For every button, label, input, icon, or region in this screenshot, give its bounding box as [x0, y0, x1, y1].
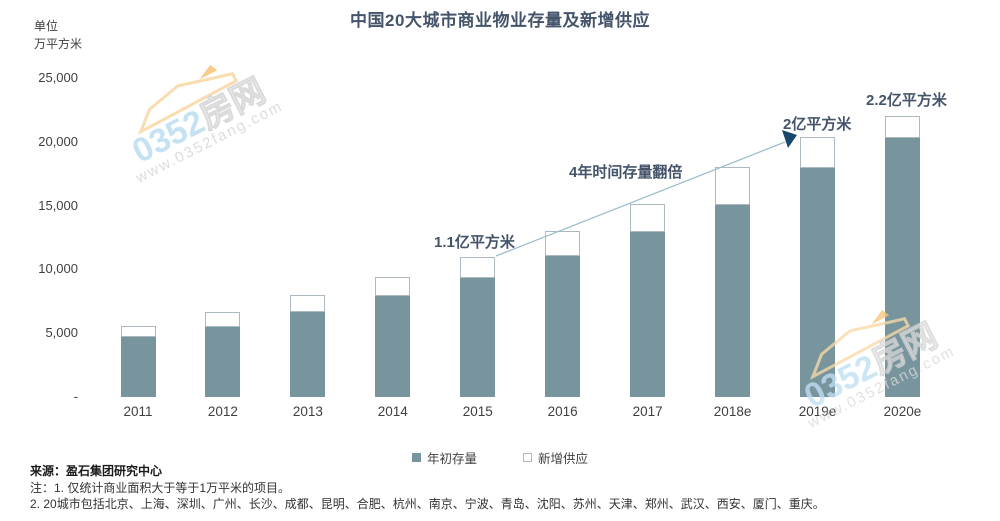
bar-stock-2014 [375, 294, 411, 397]
annotation-2019e-total: 2亿平方米 [783, 116, 852, 133]
legend-stock-label: 年初存量 [426, 452, 477, 466]
x-tick-label-2020e: 2020e [883, 404, 922, 419]
bar-stock-2015 [460, 277, 496, 397]
bar-supply-2017 [630, 204, 666, 233]
x-tick-label-2014: 2014 [377, 404, 408, 419]
source-line: 来源：盈石集团研究中心 [30, 464, 163, 478]
bar-supply-2015 [460, 256, 496, 279]
footer-notes: 来源：盈石集团研究中心 注：1. 仅统计商业面积大于等于1万平米的项目。 2. … [30, 463, 825, 513]
bar-supply-2016 [545, 231, 581, 257]
chart-title: 中国20大城市商业物业存量及新增供应 [350, 11, 650, 30]
bar-stock-2018e [715, 204, 751, 397]
legend-item-stock: 年初存量 [411, 448, 477, 467]
y-axis-unit-label: 单位 万平方米 [34, 17, 82, 53]
y-tick-label: 15,000 [38, 197, 78, 213]
watermark-url: www.0352fang.com [132, 97, 286, 187]
x-tick-label-2015: 2015 [462, 404, 493, 419]
bar-stock-2013 [290, 311, 326, 397]
bar-stock-2020e [884, 136, 920, 397]
y-tick-label: 20,000 [38, 133, 78, 149]
bar-supply-2019e [800, 136, 836, 169]
y-tick-label: 5,000 [45, 325, 78, 341]
annotation-doubling: 4年时间存量翻倍 [569, 164, 683, 181]
bar-supply-2013 [290, 294, 326, 313]
x-tick-label-2012: 2012 [207, 404, 238, 419]
legend-supply-label: 新增供应 [538, 452, 589, 466]
bar-stock-2012 [205, 325, 241, 397]
unit-label-line1: 单位 [34, 19, 59, 33]
watermark-top-left: 0352房网 www.0352fang.com [90, 64, 300, 187]
watermark-brand: 0352房网 [125, 71, 272, 171]
bar-supply-2012 [205, 311, 241, 327]
x-tick-label-2019e: 2019e [798, 404, 837, 419]
x-tick-label-2011: 2011 [123, 404, 153, 419]
bar-supply-2011 [120, 325, 156, 337]
unit-label-line2: 万平方米 [34, 37, 83, 51]
stock-swatch-icon [411, 453, 421, 462]
legend-item-supply: 新增供应 [523, 448, 588, 467]
bar-supply-2018e [715, 167, 751, 206]
legend: 年初存量 新增供应 [0, 448, 1000, 467]
bar-stock-2017 [630, 231, 666, 397]
bar-supply-2014 [375, 277, 411, 296]
bar-stock-2011 [120, 335, 156, 397]
x-tick-label-2016: 2016 [547, 404, 578, 419]
bar-stock-2016 [545, 255, 581, 397]
bar-supply-2020e [884, 116, 920, 138]
supply-swatch-icon [523, 453, 532, 462]
annotation-2020e-total: 2.2亿平方米 [866, 92, 947, 109]
car-logo-icon [137, 64, 239, 135]
y-tick-label: 25,000 [38, 70, 78, 85]
bar-stock-2019e [800, 167, 836, 397]
x-tick-label-2013: 2013 [292, 404, 323, 419]
note-line-1: 注：1. 仅统计商业面积大于等于1万平米的项目。 [30, 480, 291, 495]
note-line-2: 2. 20城市包括北京、上海、深圳、广州、长沙、成都、昆明、合肥、杭州、南京、宁… [30, 497, 825, 511]
y-tick-label: 10,000 [38, 261, 78, 277]
watermark-bottom-right: 0352房网 www.0352fang.com [762, 309, 972, 432]
x-tick-label-2017: 2017 [632, 404, 663, 419]
y-tick-label: - [73, 389, 78, 404]
annotation-2015-total: 1.1亿平方米 [434, 234, 515, 251]
x-tick-label-2018e: 2018e [713, 404, 752, 419]
